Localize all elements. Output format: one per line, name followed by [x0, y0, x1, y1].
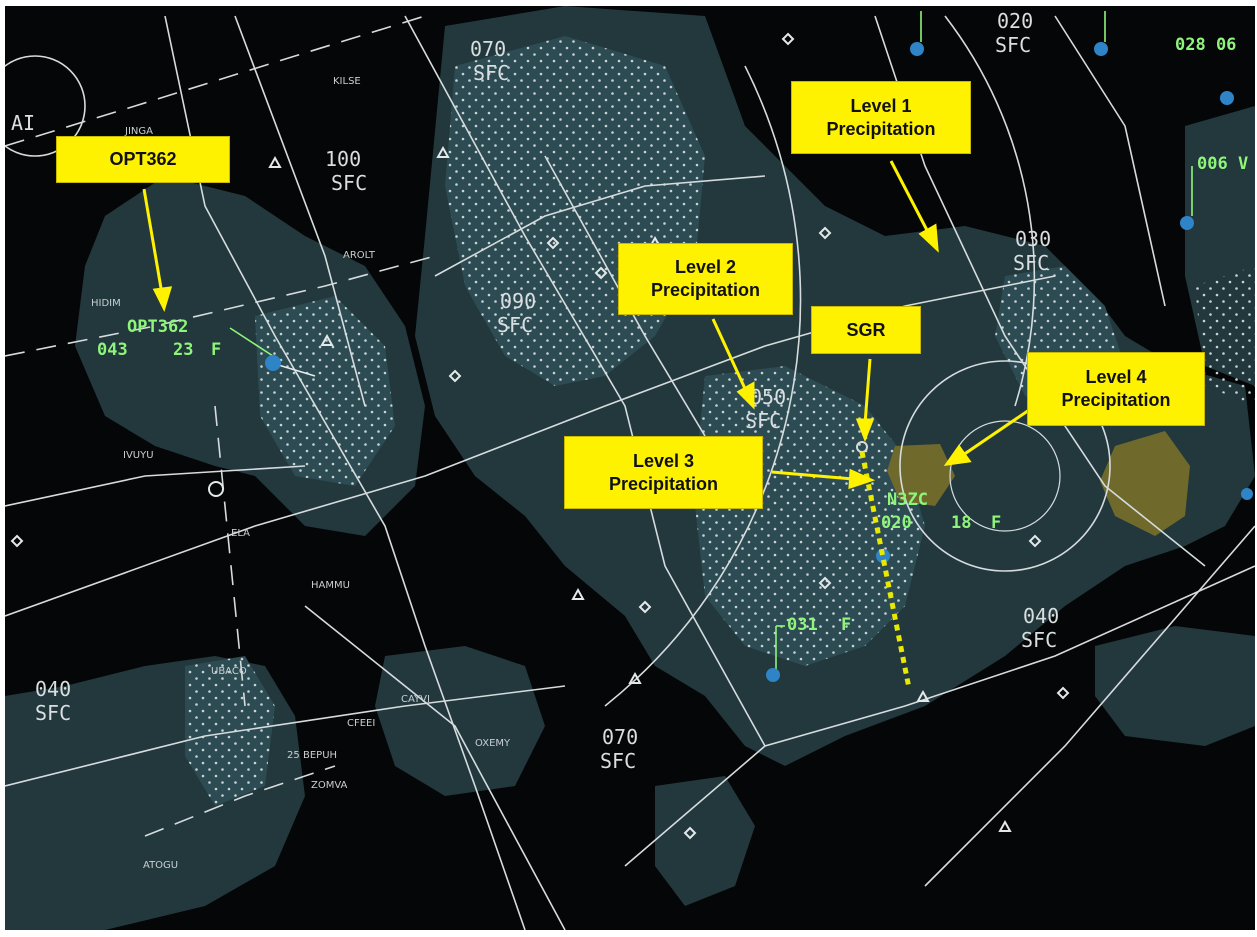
fix-hidim: HIDIM: [91, 298, 121, 309]
alt-label-top: 030: [1015, 227, 1051, 251]
fix-kilse: KILSE: [333, 76, 361, 87]
fix-jinga: JINGA: [124, 126, 153, 137]
airport-inner-circle: [949, 420, 1061, 532]
callout-level2-text: Level 2 Precipitation: [650, 257, 761, 300]
alt-label-bottom: SFC: [331, 171, 367, 195]
datablock-n3zc-altitude: 020: [881, 513, 912, 533]
alt-label-top: 040: [35, 677, 71, 701]
fix-25: 25: [287, 750, 300, 761]
fix-bepuh: BEPUH: [303, 750, 337, 761]
datablocks: OPT362 043 23 F N3ZC 020 18 F 031 F 028 …: [97, 35, 1248, 635]
callout-level3: Level 3 Precipitation: [564, 436, 763, 509]
alt-label-bottom: SFC: [497, 313, 533, 337]
fix-hammu: HAMMU: [311, 580, 350, 591]
callout-arrows: [142, 160, 1036, 490]
callout-level1-text: Level 1 Precipitation: [826, 95, 936, 139]
alt-label-top: 090: [500, 289, 536, 313]
alt-label-top: 070: [602, 725, 638, 749]
datablock-lower-altitude: 031: [787, 615, 818, 635]
alt-label-bottom: SFC: [1013, 251, 1049, 275]
callout-level4-text: Level 4 Precipitation: [1061, 367, 1171, 410]
fix-arolt: AROLT: [343, 250, 376, 261]
fix-atogu: ATOGU: [143, 860, 178, 871]
fix-ela: ELA: [231, 528, 250, 539]
dashed-lines: [5, 15, 436, 837]
fix-cayvi: CAYVI: [401, 694, 430, 705]
datablock-opt362-flag: F: [211, 340, 221, 360]
alt-label-bottom: SFC: [473, 61, 509, 85]
callout-sgr: SGR: [811, 306, 921, 354]
alt-label-top: 050: [750, 385, 786, 409]
fix-oxemy: OXEMY: [475, 738, 511, 749]
alt-label-bottom: SFC: [1021, 628, 1057, 652]
alt-label-top: 100: [325, 147, 361, 171]
alt-label-bottom: SFC: [745, 409, 781, 433]
datablock-opt362-altitude: 043: [97, 340, 128, 360]
airport-circle-right: [899, 360, 1111, 572]
target-lower: [766, 668, 780, 682]
datablock-top-right-1: 028 06: [1175, 35, 1236, 55]
callout-level1: Level 1 Precipitation: [791, 81, 971, 154]
datablock-n3zc-callsign: N3ZC: [887, 490, 928, 510]
fix-labels: KILSE JINGA HIDIM AROLT IVUYU ELA HAMMU …: [11, 76, 511, 871]
radar-map: 070 SFC 020 SFC 100 SFC 090 SFC 030 SFC …: [5, 6, 1255, 930]
alt-label-top: 020: [997, 9, 1033, 33]
airspace-lines: [5, 15, 1255, 930]
alt-label-top: 070: [470, 37, 506, 61]
radar-scope[interactable]: 070 SFC 020 SFC 100 SFC 090 SFC 030 SFC …: [5, 6, 1255, 930]
callout-opt362: OPT362: [56, 136, 230, 183]
callout-sgr-text: SGR: [846, 319, 886, 340]
aircraft-targets: [229, 11, 1253, 682]
datablock-lower-flag: F: [841, 615, 851, 635]
altitude-labels: 070 SFC 020 SFC 100 SFC 090 SFC 030 SFC …: [35, 9, 1059, 773]
callout-level3-text: Level 3 Precipitation: [608, 450, 719, 494]
airport-circle-left: [5, 55, 86, 157]
fix-ivuyu: IVUYU: [123, 450, 154, 461]
callout-level2: Level 2 Precipitation: [618, 243, 793, 315]
sgr-track-line: [859, 451, 912, 689]
fix-ai: AI: [11, 111, 35, 135]
fix-cfeei: CFEEI: [347, 718, 375, 729]
fix-ubaco: UBACO: [211, 666, 247, 677]
alt-label-bottom: SFC: [600, 749, 636, 773]
alt-label-bottom: SFC: [995, 33, 1031, 57]
precip-level4-area: [887, 431, 1190, 536]
datablock-n3zc-flag: F: [991, 513, 1001, 533]
fix-zomva: ZOMVA: [311, 780, 348, 791]
datablock-opt362-callsign: OPT362: [127, 317, 188, 337]
callout-level4: Level 4 Precipitation: [1027, 352, 1205, 426]
target-opt362: [265, 355, 281, 371]
datablock-top-right-2: 006 V: [1197, 154, 1248, 174]
alt-label-top: 040: [1023, 604, 1059, 628]
alt-label-bottom: SFC: [35, 701, 71, 725]
callout-opt362-text: OPT362: [109, 149, 177, 169]
datablock-n3zc-speed: 18: [951, 513, 971, 533]
datablock-opt362-speed: 23: [173, 340, 193, 360]
